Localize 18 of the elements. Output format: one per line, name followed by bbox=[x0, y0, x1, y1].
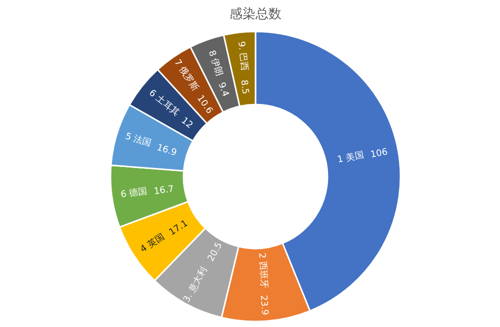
chart-title: 感染总数 bbox=[230, 7, 282, 22]
slice-label: 6 德国 bbox=[120, 186, 148, 200]
data-label: 23.9 bbox=[258, 294, 270, 316]
data-label: 17.1 bbox=[168, 218, 190, 238]
slice-label: 8 伊朗 bbox=[206, 48, 226, 78]
slice-label: 2 西班牙 bbox=[256, 252, 270, 289]
slice-label: 9. 巴西 bbox=[236, 40, 249, 72]
slice-label: 1 美国 bbox=[336, 150, 365, 166]
data-label: 9.4 bbox=[216, 81, 230, 98]
data-label: 16.9 bbox=[156, 143, 178, 159]
data-label: 20.5 bbox=[206, 240, 225, 264]
data-label: 12 bbox=[178, 116, 194, 131]
data-label: 8.5 bbox=[238, 79, 250, 95]
slice-label: 5 法国 bbox=[124, 130, 153, 150]
data-label: 106 bbox=[370, 147, 389, 160]
slice-label: 4 英国 bbox=[138, 231, 167, 256]
data-label: 16.7 bbox=[153, 184, 175, 198]
slice-label: 3. 意大利 bbox=[181, 265, 210, 304]
